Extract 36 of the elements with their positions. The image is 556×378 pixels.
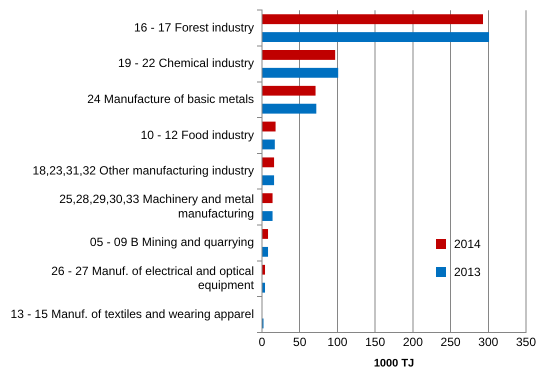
y-tick-label: 18,23,31,32 Other manufacturing industry	[32, 164, 254, 178]
bar	[262, 32, 490, 42]
x-tick-label: 50	[293, 334, 307, 349]
bar	[262, 86, 316, 96]
bar	[262, 229, 268, 239]
bar	[262, 50, 336, 60]
y-tick-label: 24 Manufacture of basic metals	[87, 92, 254, 106]
bar	[262, 193, 273, 204]
y-tick-label: 05 - 09 B Mining and quarrying	[90, 235, 254, 250]
y-tick-label: 10 - 12 Food industry	[140, 128, 254, 142]
bar	[262, 175, 274, 186]
y-tick-label: 25,28,29,30,33 Machinery and metal manufacturing	[59, 192, 254, 221]
x-tick-label: 0	[258, 334, 266, 349]
x-tick-label: 350	[516, 334, 536, 349]
x-tick-label: 250	[440, 334, 461, 349]
x-tick-label: 200	[402, 334, 424, 349]
x-tick-label: 150	[365, 334, 386, 349]
bar	[262, 140, 275, 150]
bar	[262, 157, 274, 168]
bar	[262, 68, 338, 78]
y-tick-label: 16 - 17 Forest industry	[134, 20, 254, 34]
bar	[262, 14, 484, 24]
x-tick-label: 100	[327, 334, 348, 349]
legend-label: 2013	[454, 265, 481, 280]
bar	[262, 104, 316, 114]
bar	[262, 122, 276, 132]
bar	[262, 264, 266, 275]
bar	[262, 282, 266, 293]
y-tick-label: 26 - 27 Manuf. of electrical and optical equipment	[51, 264, 255, 292]
bar	[262, 211, 273, 221]
x-tick-label: 300	[478, 334, 499, 349]
legend-label: 2014	[454, 237, 481, 252]
y-tick-label: 13 - 15 Manuf. of textiles and wearing apparel	[10, 306, 254, 321]
x-axis-title: 1000 TJ	[374, 357, 414, 370]
y-tick-label: 19 - 22 Chemical industry	[118, 56, 254, 70]
bar	[262, 246, 268, 257]
